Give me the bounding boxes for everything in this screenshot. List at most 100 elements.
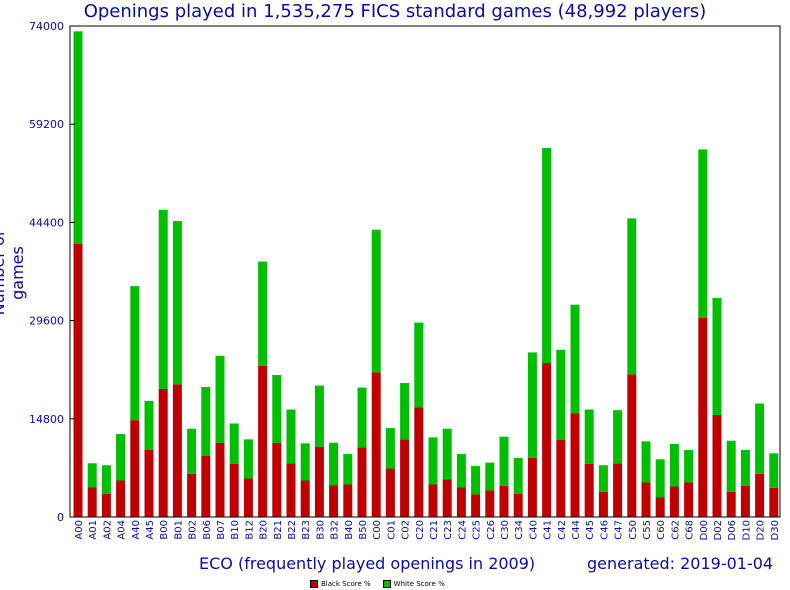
x-tick-label: B20	[259, 520, 270, 540]
bar-white-c30	[499, 436, 509, 486]
bar-black-b01	[172, 384, 182, 517]
x-tick-label: B07	[216, 520, 227, 540]
x-tick-label: B22	[287, 520, 298, 540]
x-tick-label: B30	[315, 520, 326, 540]
bar-white-d02	[712, 298, 722, 415]
bar-black-c62	[669, 486, 679, 517]
bar-black-c45	[584, 463, 594, 517]
bar-white-b21	[272, 375, 282, 443]
bar-white-a02	[101, 465, 111, 494]
legend-label-black: Black Score %	[321, 580, 371, 588]
x-tick-label: C44	[571, 520, 582, 540]
bar-white-c41	[542, 148, 552, 364]
bar-white-b10	[229, 423, 239, 464]
bar-white-c24	[456, 453, 466, 488]
bar-black-b50	[357, 447, 367, 517]
bar-white-d10	[740, 449, 750, 486]
y-tick-label: 0	[57, 511, 64, 524]
bar-white-c68	[684, 449, 694, 483]
bar-black-c40	[527, 457, 537, 517]
legend-label-white: White Score %	[393, 580, 445, 588]
bar-black-c23	[442, 479, 452, 517]
x-tick-label: C20	[415, 520, 426, 540]
bar-white-d20	[755, 403, 765, 474]
y-tick-label: 74000	[29, 20, 64, 33]
x-tick-label: B21	[273, 520, 284, 540]
x-axis-label: ECO (frequently played openings in 2009)	[199, 554, 536, 573]
bar-white-d00	[698, 149, 708, 318]
bar-white-c20	[414, 322, 424, 408]
x-tick-label: C60	[656, 520, 667, 540]
bar-black-a04	[116, 480, 126, 517]
bar-black-c20	[414, 407, 424, 517]
legend-item-black: Black Score %	[310, 580, 371, 588]
bar-black-b30	[314, 446, 324, 517]
x-tick-label: C46	[599, 520, 610, 540]
bar-black-b06	[201, 455, 211, 517]
bar-black-b21	[272, 442, 282, 517]
x-tick-label: A40	[131, 520, 142, 540]
bar-white-c46	[598, 465, 608, 492]
bar-white-b50	[357, 387, 367, 448]
bar-white-b40	[343, 453, 353, 485]
legend-swatch-black	[310, 580, 318, 588]
x-tick-label: C47	[614, 520, 625, 540]
bar-black-c25	[471, 494, 481, 517]
y-tick-label: 14800	[29, 413, 64, 426]
bar-black-c42	[556, 440, 566, 517]
legend-swatch-white	[382, 580, 391, 588]
bar-white-c23	[442, 428, 452, 480]
y-axis-label: Number of games	[0, 230, 27, 316]
bar-white-a01	[87, 463, 97, 488]
x-tick-label: C25	[472, 520, 483, 540]
bar-white-c26	[485, 462, 495, 491]
bar-white-b32	[329, 442, 339, 486]
bar-white-b20	[258, 261, 268, 366]
bar-black-a45	[144, 449, 154, 517]
bar-black-d06	[726, 491, 736, 517]
x-tick-label: A04	[117, 520, 128, 540]
bar-white-a04	[116, 434, 126, 481]
bar-white-d06	[726, 440, 736, 492]
bar-black-a02	[101, 493, 111, 517]
y-tick-label: 59200	[29, 118, 64, 131]
bar-black-b23	[300, 480, 310, 517]
bar-black-c41	[542, 363, 552, 517]
bar-black-d30	[769, 487, 779, 517]
x-tick-label: C24	[457, 520, 468, 540]
bar-white-c40	[527, 352, 537, 458]
x-tick-label: B06	[202, 520, 213, 540]
x-tick-label: B23	[301, 520, 312, 540]
legend-item-white: White Score %	[382, 580, 445, 588]
bar-black-b02	[187, 473, 197, 517]
x-tick-label: C23	[443, 520, 454, 540]
bar-black-b00	[158, 388, 168, 517]
bar-white-b07	[215, 355, 225, 443]
x-tick-label: C42	[557, 520, 568, 540]
x-tick-label: A01	[88, 520, 99, 540]
bar-white-c34	[513, 457, 523, 494]
bar-white-d30	[769, 453, 779, 488]
x-tick-label: C45	[585, 520, 596, 540]
bar-black-c47	[613, 463, 623, 517]
x-tick-label: D06	[727, 520, 738, 540]
bar-white-c21	[428, 437, 438, 485]
bar-white-c00	[371, 229, 381, 373]
bar-white-c02	[400, 382, 410, 440]
x-tick-label: C34	[514, 520, 525, 540]
bar-white-c50	[627, 218, 637, 375]
x-tick-label: C55	[642, 520, 653, 540]
x-tick-label: C30	[500, 520, 511, 540]
x-tick-label: B00	[159, 520, 170, 540]
bar-black-d10	[740, 485, 750, 517]
bar-black-b20	[258, 365, 268, 517]
bar-black-b22	[286, 463, 296, 517]
bar-white-b30	[314, 385, 324, 447]
bar-white-c55	[641, 441, 651, 483]
x-tick-label: A02	[102, 520, 113, 540]
x-tick-label: B50	[358, 520, 369, 540]
bar-black-d00	[698, 317, 708, 517]
bar-black-c68	[684, 482, 694, 517]
bar-black-c46	[598, 491, 608, 517]
